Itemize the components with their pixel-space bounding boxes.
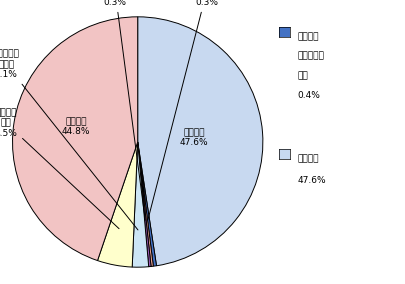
Wedge shape: [132, 142, 149, 267]
Wedge shape: [138, 142, 156, 266]
Text: 株式会社: 株式会社: [298, 155, 319, 164]
Wedge shape: [98, 142, 138, 267]
Text: 株式会社
47.6%: 株式会社 47.6%: [179, 128, 208, 147]
Text: 独立行政
法人等
0.3%: 独立行政 法人等 0.3%: [148, 0, 218, 220]
Text: 国・地方公
共団体
2.1%: 国・地方公 共団体 2.1%: [0, 49, 138, 230]
Text: その他の
法人
4.5%: その他の 法人 4.5%: [0, 108, 119, 229]
Text: 相互: 相互: [298, 71, 309, 80]
Text: 法人でな
い団体
0.3%: 法人でな い団体 0.3%: [104, 0, 145, 220]
Text: 個人経営
44.8%: 個人経営 44.8%: [62, 117, 90, 136]
Wedge shape: [13, 17, 138, 260]
Text: 0.4%: 0.4%: [298, 91, 320, 100]
Text: 合名・合: 合名・合: [298, 33, 319, 42]
Wedge shape: [138, 142, 153, 266]
Wedge shape: [138, 17, 263, 266]
Text: 47.6%: 47.6%: [298, 176, 326, 185]
Text: 資・合同・: 資・合同・: [298, 51, 324, 60]
Wedge shape: [138, 142, 151, 267]
